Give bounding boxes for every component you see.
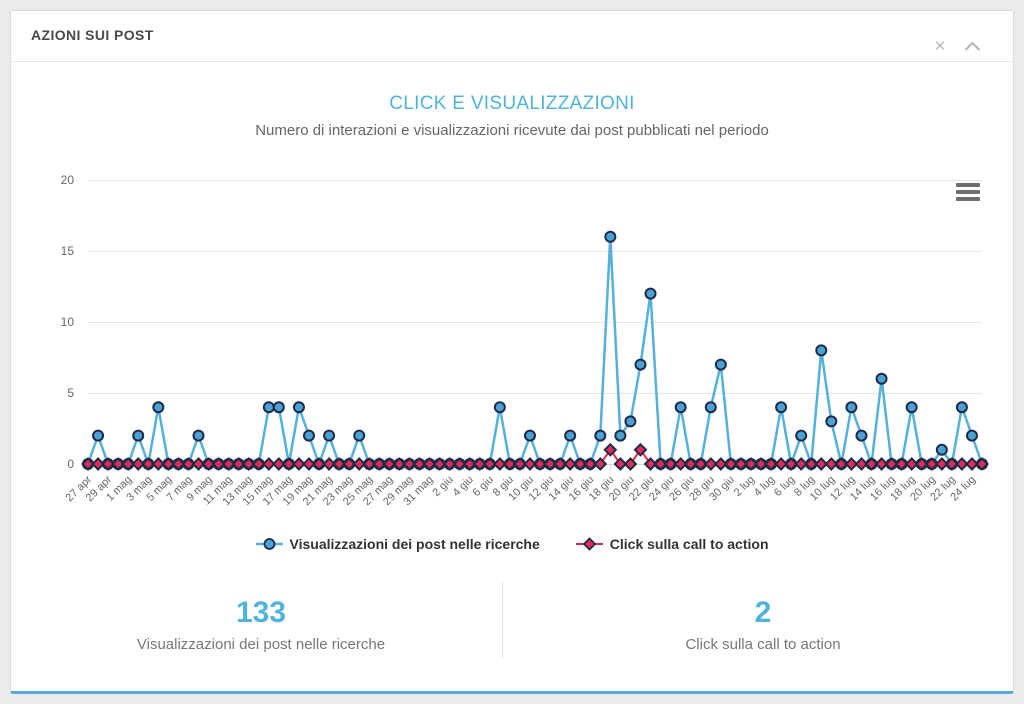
chevron-up-icon (964, 41, 980, 51)
stat-label: Visualizzazioni dei post nelle ricerche (136, 636, 386, 653)
stats-divider (502, 582, 503, 658)
legend-label: Visualizzazioni dei post nelle ricerche (289, 536, 540, 552)
stat-visualizzazioni: 133 Visualizzazioni dei post nelle ricer… (10, 588, 512, 668)
chart-title: CLICK E VISUALIZZAZIONI (389, 93, 635, 114)
menu-bar (956, 190, 980, 194)
legend-label: Click sulla call to action (609, 536, 769, 552)
stat-value: 2 (754, 596, 772, 629)
panel-header: AZIONI SUI POST × (10, 10, 1014, 62)
menu-bar (956, 183, 980, 187)
chart-subtitle: Numero di interazioni e visualizzazioni … (255, 122, 769, 139)
legend-item-visualizzazioni[interactable]: Visualizzazioni dei post nelle ricerche (255, 536, 540, 552)
close-icon[interactable]: × (928, 35, 952, 59)
chart-menu-icon[interactable] (955, 183, 981, 204)
chart-legend: Visualizzazioni dei post nelle ricerche … (0, 536, 1024, 552)
legend-diamond-marker-icon (575, 537, 603, 551)
menu-bar (956, 197, 980, 201)
summary-stats: 133 Visualizzazioni dei post nelle ricer… (10, 588, 1014, 668)
stat-label: Click sulla call to action (685, 636, 841, 653)
panel-title: AZIONI SUI POST (31, 27, 154, 43)
legend-item-click[interactable]: Click sulla call to action (575, 536, 769, 552)
legend-circle-marker-icon (255, 538, 283, 550)
stat-value: 133 (235, 596, 287, 629)
collapse-icon[interactable] (960, 35, 984, 59)
stat-click: 2 Click sulla call to action (512, 588, 1014, 668)
